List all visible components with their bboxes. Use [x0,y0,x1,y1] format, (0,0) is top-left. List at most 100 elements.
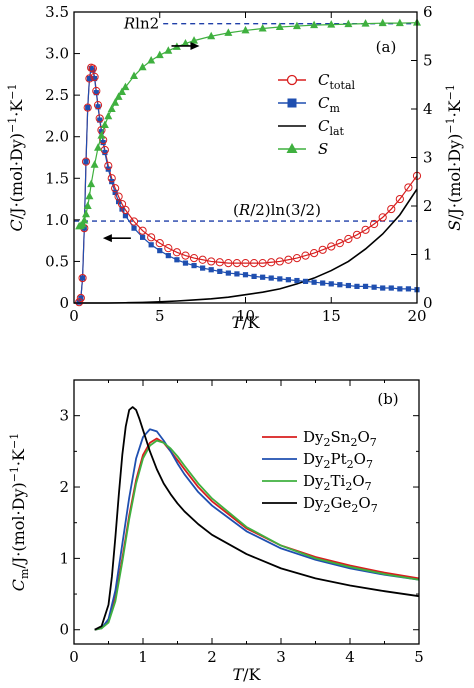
c-total-point [275,257,284,266]
c-m-point [260,274,266,280]
y2-tick-label: 0 [423,294,433,312]
s-point [207,31,216,40]
x-tick-label: 2 [207,648,217,666]
c-total-point [378,213,387,222]
y2-tick-label: 2 [423,197,433,215]
c-m-point [320,280,326,286]
x-tick-label: 4 [345,648,355,666]
s-point [258,23,267,32]
c-total-point [258,258,267,268]
c-total-point [404,183,413,192]
x-tick-label: 0 [69,648,79,666]
c-m-point [95,104,101,110]
s-point [181,39,190,47]
y-tick-label: 0 [59,621,69,639]
c-total-point [164,244,173,253]
c-m-point [397,286,403,292]
c-total-point [104,161,113,170]
c-total-point [147,233,156,242]
c-total-point [224,258,233,268]
y-axis-label-a: C/J·(mol·Dy)−1·K−1 [6,84,26,232]
y-tick-label: 2 [59,478,69,496]
s-point [80,216,89,224]
s-point [361,19,370,27]
s-point [224,28,233,36]
legend-label: Cm [318,94,340,115]
arrow-left-head [102,234,112,243]
s-point [78,219,87,228]
c-m-point [157,248,163,254]
s-point [104,111,113,120]
c-total-point [327,242,336,251]
y-axis-label-b: Cm/J·(mol·Dy)−1·K−1 [8,433,31,591]
c-total-point [387,204,396,214]
series-s-line [78,22,418,227]
x-tick-label: 3 [276,648,286,666]
s-point [83,201,92,209]
c-m-point [79,275,86,281]
s-point [130,71,139,80]
s-point [85,191,94,200]
c-m-point [388,285,394,291]
s-point [90,160,99,168]
x-axis-label-a: T/K [231,313,260,332]
y-tick-label: 3.0 [45,45,69,63]
c-total-point [95,114,104,123]
s-point [395,18,404,27]
c-m-point [91,75,98,82]
c-m-point [93,90,99,96]
c-m-point [208,267,214,273]
c-m-point [200,265,206,271]
x-tick-label: 0 [69,307,79,325]
c-m-point [122,213,129,219]
c-m-point [76,299,82,305]
legend-label: Dy2Sn2O7 [303,428,377,449]
s-point [100,120,109,129]
c-total-point [292,254,302,263]
c-total-point [83,103,92,112]
c-total-point [189,254,199,263]
c-m-point [97,117,103,123]
c-total-point [370,219,379,229]
x-tick-label: 15 [322,307,341,325]
x-tick-label: 20 [407,307,426,325]
y-tick-label: 3.5 [45,3,69,21]
legend-label: Dy2Pt2O7 [303,450,373,471]
c-total-point [207,257,216,266]
s-point [94,143,103,151]
c-m-point [302,278,309,284]
c-m-point [102,149,108,156]
x-axis-label-b: T/K [232,665,261,684]
c-m-point [78,295,84,301]
s-point [147,56,156,64]
y2-tick-label: 6 [423,3,433,21]
c-total-point [114,192,123,201]
legend-label: Dy2Ti2O7 [303,472,372,493]
legend-label: Clat [318,117,345,138]
s-point [310,20,319,29]
c-total-point [121,205,130,214]
c-m-point [140,234,146,240]
c-total-point [88,64,97,73]
c-total-point [75,298,84,307]
c-total-point [76,293,85,303]
legend-label: S [318,140,328,158]
y2-tick-label: 1 [423,246,433,264]
c-m-point [148,242,154,248]
c-m-point [242,272,249,278]
c-total-point [90,72,99,81]
c-total-point [138,226,147,235]
s-point [344,19,353,28]
c-m-point [100,139,106,146]
c-total-point [249,258,259,268]
c-m-point [112,189,118,196]
y-tick-label: 3 [59,407,69,425]
c-m-point [90,67,96,73]
c-m-point [311,279,317,285]
c-m-point [380,285,386,291]
c-total-point [361,225,370,234]
y2-tick-label: 5 [423,52,433,70]
series-c-m-line [78,67,418,303]
s-point [241,25,250,34]
